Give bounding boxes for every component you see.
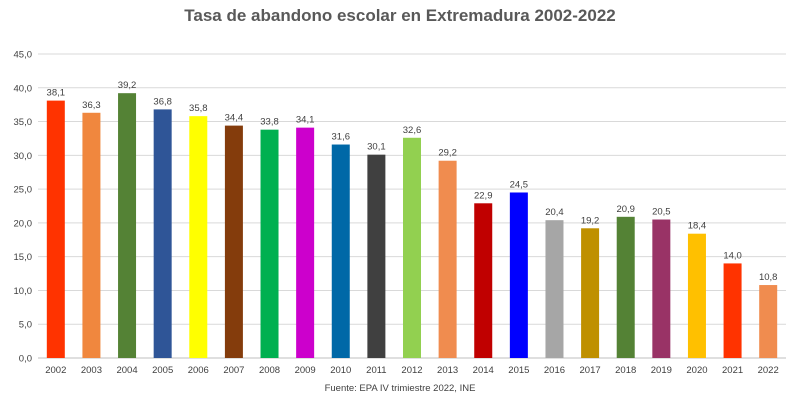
y-tick-label: 15,0	[14, 252, 33, 263]
data-label-2009: 34,1	[296, 115, 315, 126]
data-label-2015: 24,5	[510, 179, 529, 190]
data-label-2007: 34,4	[225, 113, 244, 124]
bar-2006	[189, 116, 208, 358]
y-axis-ticks: 0,0 5,0 10,0 15,0 20,0 25,0 30,0 35,0 40,0 45,0	[14, 50, 33, 365]
bar-2007	[224, 125, 243, 358]
bar-2004	[118, 93, 137, 358]
data-label-2002: 38,1	[47, 88, 66, 99]
bar-2002	[46, 100, 65, 358]
source-note: Fuente: EPA IV trimiestre 2022, INE	[324, 383, 476, 394]
data-label-2019: 20,5	[652, 207, 671, 218]
y-tick-label: 10,0	[14, 286, 33, 297]
x-tick-label: 2005	[152, 365, 173, 376]
data-label-2017: 19,2	[581, 215, 600, 226]
data-label-2005: 36,8	[153, 96, 172, 107]
x-tick-label: 2006	[188, 365, 209, 376]
bar-2018	[616, 216, 635, 358]
x-tick-label: 2014	[473, 365, 494, 376]
x-tick-label: 2022	[758, 365, 779, 376]
chart-title: Tasa de abandono escolar en Extremadura …	[184, 6, 616, 25]
data-label-2008: 33,8	[260, 117, 279, 128]
bar-2017	[581, 228, 600, 358]
bar-2003	[82, 112, 101, 358]
bar-2016	[545, 220, 564, 358]
y-tick-label: 5,0	[19, 320, 32, 331]
data-label-2013: 29,2	[438, 148, 457, 159]
data-label-2003: 36,3	[82, 100, 101, 111]
bar-2019	[652, 219, 671, 358]
y-tick-label: 30,0	[14, 151, 33, 162]
y-tick-label: 25,0	[14, 185, 33, 196]
data-label-2016: 20,4	[545, 207, 564, 218]
x-tick-label: 2012	[401, 365, 422, 376]
data-label-2022: 10,8	[759, 272, 778, 283]
x-tick-label: 2015	[508, 365, 529, 376]
bar-2021	[723, 263, 742, 358]
data-label-2020: 18,4	[688, 221, 707, 232]
y-tick-label: 0,0	[19, 354, 32, 365]
bar-2022	[759, 285, 778, 358]
x-tick-label: 2018	[615, 365, 636, 376]
data-label-2011: 30,1	[367, 142, 386, 153]
x-tick-label: 2020	[686, 365, 707, 376]
y-tick-label: 40,0	[14, 83, 33, 94]
y-tick-label: 35,0	[14, 117, 33, 128]
data-label-2021: 14,0	[723, 250, 742, 261]
x-tick-label: 2007	[223, 365, 244, 376]
data-label-2018: 20,9	[616, 204, 635, 215]
x-tick-label: 2008	[259, 365, 280, 376]
bar-2014	[474, 203, 493, 358]
bar-2020	[687, 233, 706, 358]
x-tick-label: 2003	[81, 365, 102, 376]
x-axis-ticks: 2002 2003 2004 2005 2006 2007 2008 2009 2010 2011…	[45, 365, 779, 376]
y-tick-label: 20,0	[14, 218, 33, 229]
bar-2011	[367, 154, 386, 358]
data-label-2012: 32,6	[403, 125, 422, 136]
data-label-2006: 35,8	[189, 103, 208, 114]
x-tick-label: 2009	[295, 365, 316, 376]
x-tick-label: 2011	[366, 365, 386, 376]
bar-2009	[296, 127, 315, 358]
bar-2013	[438, 160, 457, 358]
data-label-2010: 31,6	[332, 132, 351, 143]
bars	[46, 93, 778, 358]
x-tick-label: 2016	[544, 365, 565, 376]
data-label-2004: 39,2	[118, 80, 137, 91]
x-tick-label: 2021	[722, 365, 743, 376]
bar-2005	[153, 109, 172, 358]
bar-2012	[403, 137, 421, 358]
x-tick-label: 2019	[651, 365, 672, 376]
data-label-2014: 22,9	[474, 190, 493, 201]
bar-2010	[331, 144, 350, 358]
x-tick-label: 2017	[580, 365, 601, 376]
x-tick-label: 2002	[45, 365, 66, 376]
x-tick-label: 2004	[116, 365, 137, 376]
bar-2008	[260, 129, 279, 358]
y-tick-label: 45,0	[14, 50, 33, 61]
bar-2015	[509, 192, 528, 358]
data-labels: 38,1 36,3 39,2 36,8 35,8 34,4 33,8 34,1 31,6 30,1…	[47, 80, 778, 283]
x-tick-label: 2010	[330, 365, 351, 376]
x-tick-label: 2013	[437, 365, 458, 376]
